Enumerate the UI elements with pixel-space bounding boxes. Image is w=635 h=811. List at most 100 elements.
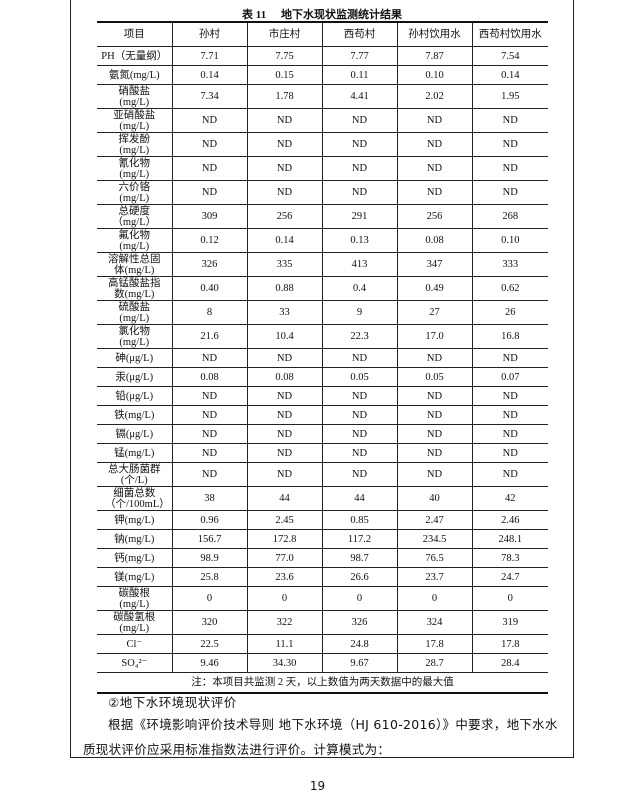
value-cell: 33	[246, 300, 323, 325]
value-cell: 0.08	[396, 228, 473, 253]
value-cell: 0.08	[171, 367, 248, 387]
item-cell: 钾(mg/L)	[97, 510, 173, 530]
table-row: 汞(μg/L) 0.08 0.08 0.05 0.05 0.07	[97, 367, 548, 387]
value-cell: ND	[246, 108, 323, 133]
table-row: 硫酸盐(mg/L) 8 33 9 27 26	[97, 300, 548, 325]
value-cell: 9.46	[171, 653, 248, 673]
item-cell: 氰化物(mg/L)	[97, 156, 173, 181]
value-cell: 335	[246, 252, 323, 277]
value-cell: ND	[471, 132, 548, 157]
table-row: 钾(mg/L) 0.96 2.45 0.85 2.47 2.46	[97, 510, 548, 530]
value-cell: 0	[321, 586, 398, 611]
item-cell: 锰(mg/L)	[97, 443, 173, 463]
item-cell: SO₄²⁻	[97, 653, 173, 673]
item-cell: 镁(mg/L)	[97, 567, 173, 587]
table-row: 镁(mg/L) 25.8 23.6 26.6 23.7 24.7	[97, 567, 548, 587]
table-header-row: 项目 孙村 市庄村 西苟村 孙村饮用水 西苟村饮用水	[97, 21, 548, 47]
value-cell: ND	[246, 348, 323, 368]
value-cell: 9.67	[321, 653, 398, 673]
value-cell: ND	[246, 443, 323, 463]
value-cell: 0	[246, 586, 323, 611]
value-cell: 28.7	[396, 653, 473, 673]
value-cell: 0.15	[246, 65, 323, 85]
value-cell: 7.75	[246, 46, 323, 66]
value-cell: 2.47	[396, 510, 473, 530]
value-cell: 234.5	[396, 529, 473, 549]
value-cell: ND	[246, 180, 323, 205]
value-cell: 23.7	[396, 567, 473, 587]
value-cell: ND	[321, 386, 398, 406]
value-cell: ND	[321, 348, 398, 368]
table-row: 细菌总数（个/100mL） 38 44 44 40 42	[97, 486, 548, 511]
value-cell: 7.71	[171, 46, 248, 66]
item-cell: 细菌总数（个/100mL）	[97, 486, 173, 511]
header-cell: 孙村饮用水	[396, 21, 473, 47]
value-cell: 7.34	[171, 84, 248, 109]
value-cell: ND	[471, 443, 548, 463]
table-row: 氟化物(mg/L) 0.12 0.14 0.13 0.08 0.10	[97, 228, 548, 253]
table-note-row: 注：本项目共监测 2 天，以上数值为两天数据中的最大值	[97, 672, 548, 694]
value-cell: ND	[171, 386, 248, 406]
header-cell: 市庄村	[246, 21, 323, 47]
table-row: 铁(mg/L) ND ND ND ND ND	[97, 405, 548, 425]
page-number: 19	[309, 779, 326, 793]
value-cell: 21.6	[171, 324, 248, 349]
table-row: 碳酸氢根(mg/L) 320 322 326 324 319	[97, 610, 548, 635]
value-cell: 77.0	[246, 548, 323, 568]
value-cell: ND	[171, 156, 248, 181]
value-cell: 347	[396, 252, 473, 277]
body-paragraph: 根据《环境影响评价技术导则 地下水环境（HJ 610-2016）》中要求，地下水…	[83, 717, 558, 757]
item-cell: 挥发酚(mg/L)	[97, 132, 173, 157]
table-number: 表 11	[242, 9, 267, 21]
value-cell: 11.1	[246, 634, 323, 654]
table-row: 亚硝酸盐(mg/L) ND ND ND ND ND	[97, 108, 548, 133]
item-cell: 总硬度（mg/L）	[97, 204, 173, 229]
item-cell: 铅(μg/L)	[97, 386, 173, 406]
value-cell: 172.8	[246, 529, 323, 549]
value-cell: 2.46	[471, 510, 548, 530]
table-row: 镉(μg/L) ND ND ND ND ND	[97, 424, 548, 444]
value-cell: 38	[171, 486, 248, 511]
item-cell: 溶解性总固体(mg/L)	[97, 252, 173, 277]
value-cell: ND	[471, 386, 548, 406]
value-cell: 0.4	[321, 276, 398, 301]
value-cell: 324	[396, 610, 473, 635]
value-cell: 25.8	[171, 567, 248, 587]
value-cell: ND	[321, 132, 398, 157]
value-cell: 1.78	[246, 84, 323, 109]
header-cell: 西苟村	[321, 21, 398, 47]
table-row: 氨氮(mg/L) 0.14 0.15 0.11 0.10 0.14	[97, 65, 548, 85]
item-cell: PH（无量纲）	[97, 46, 173, 66]
value-cell: ND	[396, 443, 473, 463]
item-cell: 碳酸根(mg/L)	[97, 586, 173, 611]
value-cell: 0	[471, 586, 548, 611]
value-cell: 23.6	[246, 567, 323, 587]
value-cell: ND	[321, 108, 398, 133]
value-cell: 2.45	[246, 510, 323, 530]
table-row: 铅(μg/L) ND ND ND ND ND	[97, 386, 548, 406]
value-cell: 2.02	[396, 84, 473, 109]
table-title: 地下水现状监测统计结果	[280, 9, 402, 21]
item-cell: 硫酸盐(mg/L)	[97, 300, 173, 325]
value-cell: 0.49	[396, 276, 473, 301]
item-cell: 硝酸盐(mg/L)	[97, 84, 173, 109]
value-cell: 0.14	[471, 65, 548, 85]
value-cell: 22.3	[321, 324, 398, 349]
value-cell: 248.1	[471, 529, 548, 549]
table-row: 高锰酸盐指数(mg/L) 0.40 0.88 0.4 0.49 0.62	[97, 276, 548, 301]
value-cell: 27	[396, 300, 473, 325]
value-cell: ND	[246, 156, 323, 181]
value-cell: 16.8	[471, 324, 548, 349]
value-cell: 0.11	[321, 65, 398, 85]
item-cell: 高锰酸盐指数(mg/L)	[97, 276, 173, 301]
groundwater-monitoring-table: 项目 孙村 市庄村 西苟村 孙村饮用水 西苟村饮用水 PH（无量纲） 7.71 7.…	[97, 21, 548, 694]
table-row: Cl⁻ 22.5 11.1 24.8 17.8 17.8	[97, 634, 548, 654]
value-cell: ND	[321, 180, 398, 205]
value-cell: ND	[171, 180, 248, 205]
item-cell: Cl⁻	[97, 634, 173, 654]
value-cell: 0.88	[246, 276, 323, 301]
value-cell: 17.0	[396, 324, 473, 349]
value-cell: 24.8	[321, 634, 398, 654]
table-row: 氯化物(mg/L) 21.6 10.4 22.3 17.0 16.8	[97, 324, 548, 349]
value-cell: 10.4	[246, 324, 323, 349]
